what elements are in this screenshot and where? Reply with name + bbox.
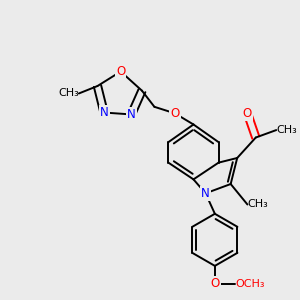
Text: N: N (100, 106, 109, 119)
Text: O: O (243, 107, 252, 120)
Text: O: O (116, 65, 125, 78)
Text: N: N (201, 187, 210, 200)
Text: O: O (210, 277, 220, 290)
Text: N: N (127, 108, 136, 121)
Text: OCH₃: OCH₃ (235, 279, 265, 289)
Text: CH₃: CH₃ (58, 88, 79, 98)
Text: CH₃: CH₃ (248, 200, 268, 209)
Text: CH₃: CH₃ (276, 125, 297, 135)
Text: O: O (170, 107, 179, 120)
